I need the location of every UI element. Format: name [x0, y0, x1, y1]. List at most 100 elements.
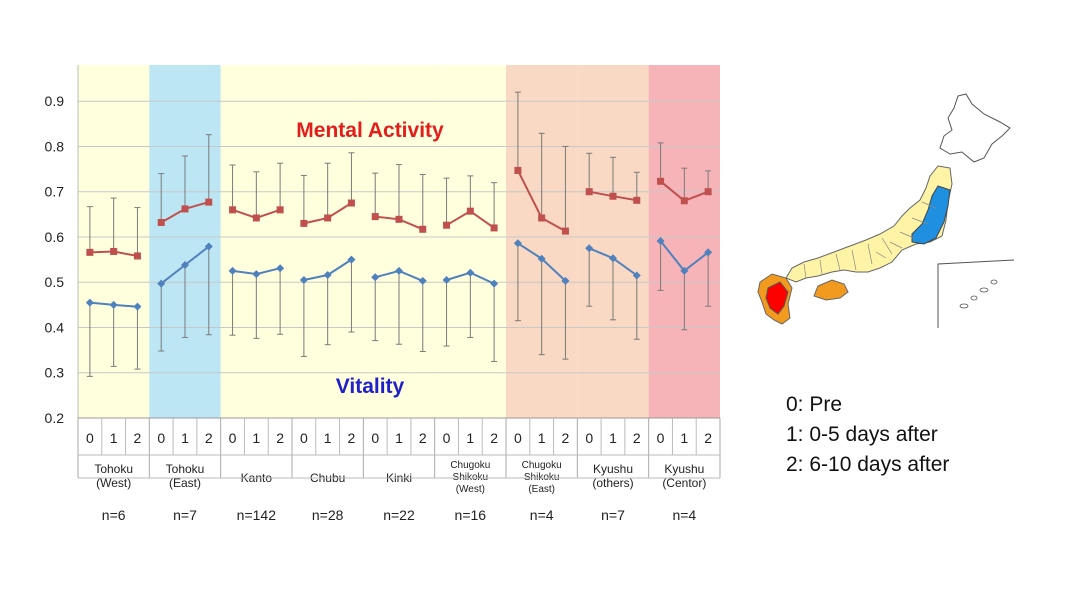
y-tick-label: 0.7 — [45, 184, 65, 200]
map-kyushu-center — [765, 281, 789, 315]
data-point — [395, 215, 403, 223]
x-tick-label: 2 — [419, 430, 427, 446]
data-point — [276, 206, 284, 214]
data-point — [157, 279, 166, 288]
x-group-label: Chugoku — [522, 460, 562, 471]
data-point — [205, 198, 213, 206]
data-point — [133, 302, 142, 311]
x-tick-label: 1 — [110, 430, 118, 446]
data-point — [537, 254, 546, 263]
x-group-n: n=4 — [530, 507, 554, 523]
data-point — [419, 225, 427, 233]
map-tohoku-east — [911, 185, 951, 245]
x-tick-label: 1 — [466, 430, 474, 446]
x-tick-label: 2 — [276, 430, 284, 446]
data-point — [561, 276, 570, 285]
data-point — [680, 197, 688, 205]
map-prefecture-borders — [803, 201, 937, 279]
band-3 — [292, 65, 364, 418]
x-tick-label: 1 — [680, 430, 688, 446]
data-point — [418, 276, 427, 285]
x-tick-label: 0 — [514, 430, 522, 446]
x-group-n: n=6 — [102, 507, 126, 523]
data-point — [229, 206, 237, 214]
x-group-n: n=4 — [672, 507, 696, 523]
data-point — [228, 266, 237, 275]
x-group-label: (others) — [592, 476, 633, 490]
x-group-n: n=28 — [312, 507, 344, 523]
data-point — [443, 221, 451, 229]
x-tick-label: 2 — [348, 430, 356, 446]
band-1 — [149, 65, 221, 418]
x-group-label: (West) — [96, 476, 131, 490]
data-point — [157, 218, 165, 226]
x-tick-label: 2 — [562, 430, 570, 446]
data-point — [585, 244, 594, 253]
x-group-label: (West) — [456, 484, 485, 495]
x-group-label: Tohoku — [94, 462, 133, 476]
x-group-n: n=16 — [455, 507, 487, 523]
x-group-label: (East) — [169, 476, 201, 490]
x-tick-label: 0 — [229, 430, 237, 446]
data-point — [514, 166, 522, 174]
data-point — [704, 248, 713, 257]
x-tick-label: 1 — [324, 430, 332, 446]
data-point — [680, 266, 689, 275]
data-point — [85, 298, 94, 307]
data-point — [276, 264, 285, 273]
x-group-label: (Centor) — [662, 476, 706, 490]
data-point — [704, 188, 712, 196]
data-point — [86, 248, 94, 256]
y-tick-label: 0.8 — [45, 138, 65, 154]
y-axis: 0.2 0.3 0.4 0.5 0.6 0.7 0.8 0.9 — [45, 65, 79, 426]
y-tick-label: 0.6 — [45, 229, 65, 245]
x-tick-label: 0 — [300, 430, 308, 446]
x-tick-label: 1 — [181, 430, 189, 446]
data-point — [466, 207, 474, 215]
data-point — [371, 213, 379, 221]
x-tick-label: 1 — [252, 430, 260, 446]
y-tick-label: 0.2 — [45, 410, 65, 426]
data-point — [442, 275, 451, 284]
x-group-label: Tohoku — [166, 462, 205, 476]
y-tick-label: 0.3 — [45, 365, 65, 381]
data-point — [181, 261, 189, 270]
band-4 — [363, 65, 435, 418]
x-group-n: n=142 — [237, 507, 277, 523]
band-7 — [577, 65, 649, 418]
map-shikoku — [813, 279, 849, 301]
data-point — [324, 214, 332, 222]
data-point — [561, 227, 569, 235]
x-tick-label: 0 — [371, 430, 379, 446]
region-bands — [78, 65, 720, 418]
data-point — [300, 219, 308, 227]
map-okinawa-islands — [959, 279, 998, 309]
band-5 — [434, 65, 506, 418]
x-group-label: (East) — [528, 484, 555, 495]
data-point — [490, 224, 498, 232]
x-tick-label: 2 — [205, 430, 213, 446]
x-tick-label: 0 — [86, 430, 94, 446]
data-point — [585, 188, 593, 196]
data-point — [656, 237, 665, 246]
data-point — [252, 270, 261, 279]
x-tick-label: 0 — [585, 430, 593, 446]
data-point — [632, 271, 641, 280]
x-group-label: Kyushu — [593, 462, 633, 476]
legend-line-6-10-days: 2: 6-10 days after — [786, 453, 950, 476]
y-tick-label: 0.5 — [45, 274, 65, 290]
x-tick-label: 2 — [490, 430, 498, 446]
map-inset-border — [937, 259, 1015, 328]
x-tick-label: 1 — [395, 430, 403, 446]
data-point — [513, 239, 522, 248]
y-tick-label: 0.4 — [45, 319, 65, 335]
data-point — [347, 199, 355, 207]
data-point — [466, 268, 475, 277]
x-tick-label: 0 — [443, 430, 451, 446]
data-point — [323, 270, 332, 279]
data-point — [181, 205, 189, 213]
x-tick-label: 2 — [134, 430, 142, 446]
x-tick-label: 2 — [704, 430, 712, 446]
data-point — [371, 273, 380, 282]
